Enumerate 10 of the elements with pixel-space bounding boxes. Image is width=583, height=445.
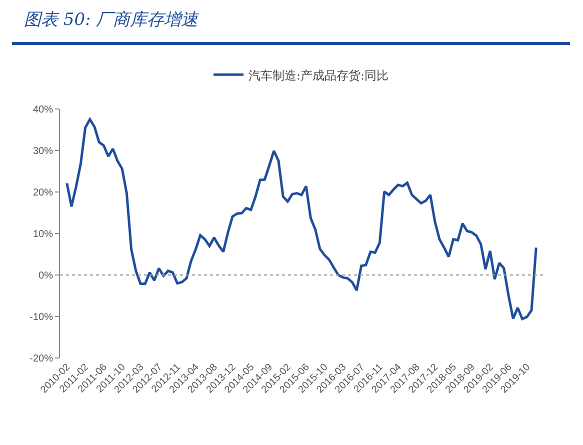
chart-title: 图表 50: 厂商库存增速 [24, 9, 198, 31]
y-tick-label: -10% [30, 312, 54, 323]
y-tick-label: 30% [32, 146, 54, 157]
y-tick-label: 40% [32, 104, 54, 116]
y-tick-label: 20% [32, 188, 54, 198]
y-tick-label: 10% [32, 229, 54, 240]
legend-label: 汽车制造:产成品存货:同比 [248, 68, 389, 82]
y-tick-label: 0% [38, 270, 54, 282]
line-series [66, 118, 538, 320]
y-tick-label: -20% [30, 354, 54, 364]
